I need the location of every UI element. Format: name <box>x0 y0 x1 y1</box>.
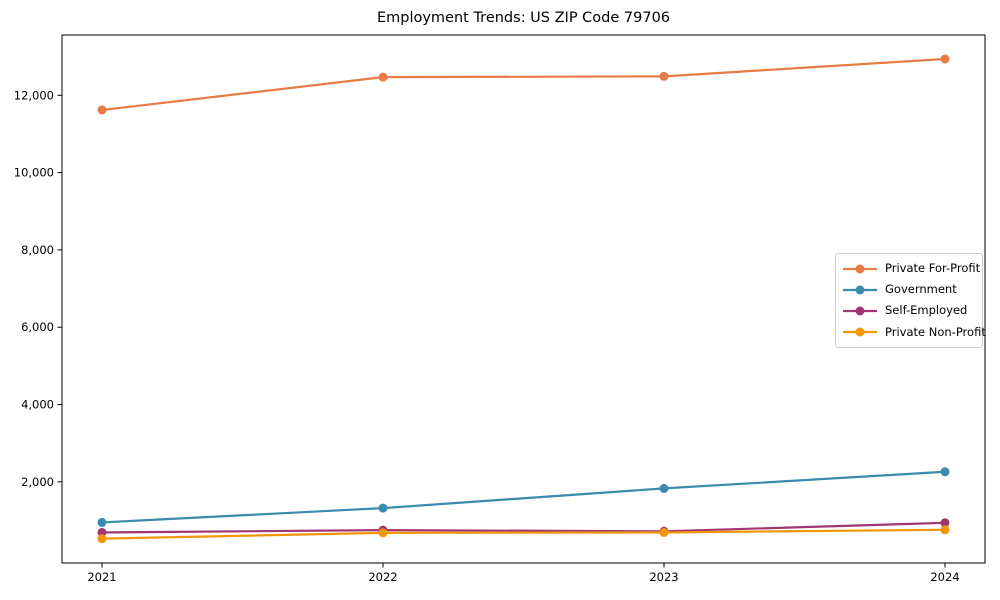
legend-box: Private For-Profit Government Self-Emplo… <box>835 253 986 348</box>
data-point-government-2022 <box>378 503 388 513</box>
series-line-government <box>100 470 947 524</box>
series-line-private-non-profit <box>100 528 947 540</box>
legend-entry-self-employed: Self-Employed <box>842 305 976 317</box>
y-tick-label: 4,000 <box>21 398 54 412</box>
y-tick-label: 8,000 <box>21 243 54 257</box>
data-point-private-non-profit-2022 <box>378 528 388 538</box>
data-point-government-2021 <box>97 517 107 527</box>
legend-marker-government <box>843 285 877 295</box>
legend-marker-self-employed <box>843 306 877 316</box>
x-tick-label: 2021 <box>87 570 116 584</box>
x-tick-label: 2022 <box>368 570 397 584</box>
y-tick-label: 12,000 <box>14 88 54 102</box>
plot-border <box>61 34 986 564</box>
legend-label-private-non-profit: Private Non-Profit <box>885 324 986 339</box>
data-point-self-employed-2021 <box>97 527 107 537</box>
legend-marker-private-non-profit <box>843 327 877 337</box>
x-tick-label: 2023 <box>649 570 678 584</box>
legend-entry-private-for-profit: Private For-Profit <box>842 262 980 275</box>
y-tick-label: 6,000 <box>21 320 54 334</box>
legend-marker-private-for-profit <box>843 264 877 274</box>
series-line-private-for-profit <box>100 57 947 112</box>
legend-label-self-employed: Self-Employed <box>885 303 968 318</box>
data-point-government-2023 <box>659 483 669 493</box>
legend-entry-government: Government <box>842 284 976 296</box>
data-point-private-for-profit-2022 <box>378 72 388 82</box>
data-point-self-employed-2024 <box>940 518 950 528</box>
legend-label-government: Government <box>885 282 957 297</box>
data-point-private-for-profit-2021 <box>97 105 107 115</box>
y-tick-label: 2,000 <box>21 475 54 489</box>
data-point-private-non-profit-2024 <box>940 525 950 535</box>
legend-label-private-for-profit: Private For-Profit <box>885 260 981 275</box>
series-line-self-employed <box>100 521 947 534</box>
data-point-private-for-profit-2023 <box>659 71 669 81</box>
data-point-private-for-profit-2024 <box>940 54 950 64</box>
data-point-private-non-profit-2023 <box>659 527 669 537</box>
chart-title: Employment Trends: US ZIP Code 79706 <box>376 10 671 26</box>
data-point-government-2024 <box>940 467 950 477</box>
legend-entry-private-non-profit: Private Non-Profit <box>842 326 986 338</box>
data-point-private-non-profit-2021 <box>97 534 107 544</box>
x-tick-label: 2024 <box>930 570 959 584</box>
y-tick-label: 10,000 <box>14 166 54 180</box>
